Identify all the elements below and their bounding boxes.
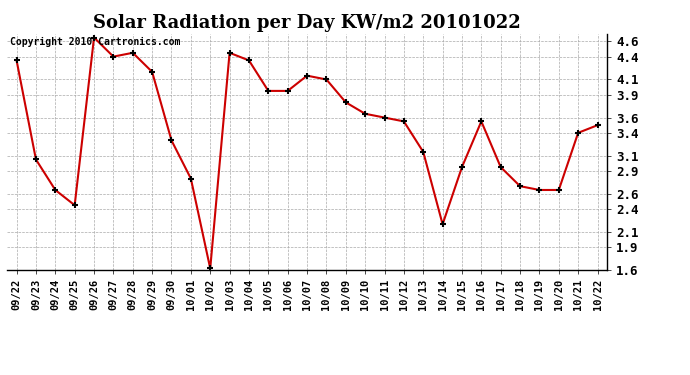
Title: Solar Radiation per Day KW/m2 20101022: Solar Radiation per Day KW/m2 20101022: [93, 14, 521, 32]
Text: Copyright 2010 Cartronics.com: Copyright 2010 Cartronics.com: [10, 37, 180, 47]
